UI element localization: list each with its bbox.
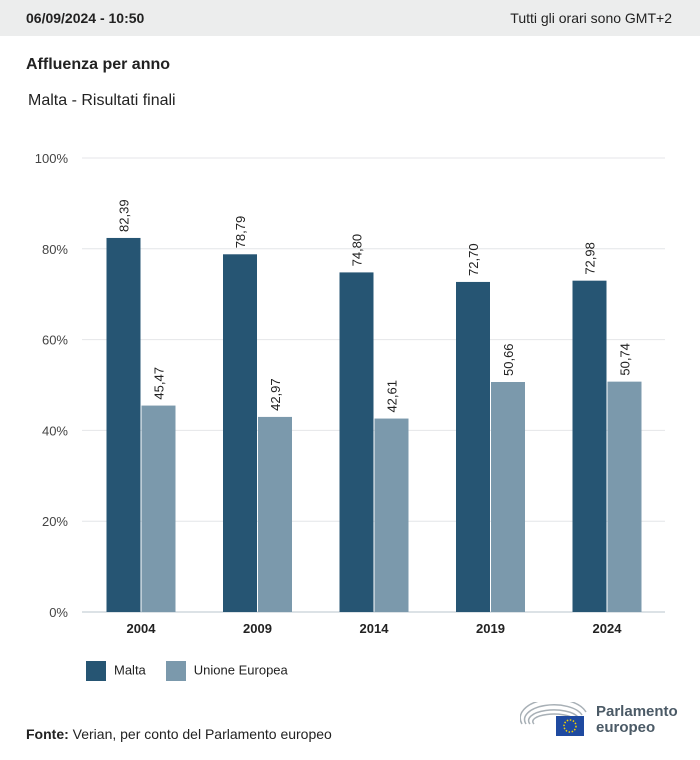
legend: Malta Unione Europea xyxy=(86,661,288,681)
chart-title: Affluenza per anno xyxy=(26,56,171,73)
y-tick-label: 80% xyxy=(42,242,68,257)
bar-eu-2004[interactable] xyxy=(141,405,176,612)
x-tick-label: 2014 xyxy=(360,621,390,636)
y-tick-label: 60% xyxy=(42,333,68,348)
timezone-note: Tutti gli orari sono GMT+2 xyxy=(510,10,672,26)
top-bar: 06/09/2024 - 10:50 Tutti gli orari sono … xyxy=(0,0,700,36)
legend-swatch xyxy=(165,661,186,681)
legend-label: Malta xyxy=(114,662,146,678)
data-label: 74,80 xyxy=(350,234,365,267)
source-label: Fonte: xyxy=(26,726,69,742)
bar-eu-2019[interactable] xyxy=(491,382,525,612)
data-label: 42,97 xyxy=(268,378,283,411)
x-tick-label: 2024 xyxy=(593,621,623,636)
bar-eu-2014[interactable] xyxy=(374,418,409,612)
data-label: 78,79 xyxy=(233,216,248,249)
x-tick-label: 2004 xyxy=(127,621,157,636)
legend-item-malta[interactable]: Malta xyxy=(86,661,146,681)
legend-swatch xyxy=(86,661,106,681)
y-tick-label: 40% xyxy=(42,423,68,438)
x-tick-label: 2009 xyxy=(243,621,272,636)
bar-malta-2019[interactable] xyxy=(456,281,490,612)
source-note: Fonte: Verian, per conto del Parlamento … xyxy=(26,726,332,742)
data-label: 72,98 xyxy=(583,242,598,275)
x-tick-label: 2019 xyxy=(476,621,505,636)
source-text: Verian, per conto del Parlamento europeo xyxy=(68,726,332,742)
bar-chart: 0% 20% 40% 60% 80% 100% 2004 82,39 45,47 2009 78,7… xyxy=(35,151,665,636)
legend-label: Unione Europea xyxy=(193,662,288,678)
data-label: 50,74 xyxy=(618,343,633,376)
data-label: 72,70 xyxy=(466,243,481,276)
data-label: 42,61 xyxy=(385,380,400,413)
hemicycle-eu-flag-icon xyxy=(520,702,587,736)
parliament-logo: Parlamento europeo xyxy=(520,702,678,738)
data-label: 45,47 xyxy=(152,367,167,400)
bar-malta-2009[interactable] xyxy=(223,254,257,612)
bar-eu-2009[interactable] xyxy=(258,416,292,612)
y-tick-label: 100% xyxy=(35,151,69,166)
legend-item-eu[interactable]: Unione Europea xyxy=(165,661,288,681)
bar-malta-2024[interactable] xyxy=(572,280,607,612)
bar-malta-2014[interactable] xyxy=(339,272,374,612)
logo-text: Parlamento xyxy=(596,703,678,720)
data-label: 82,39 xyxy=(117,199,132,232)
y-tick-label: 0% xyxy=(49,605,68,620)
datetime: 06/09/2024 - 10:50 xyxy=(26,10,145,26)
y-tick-label: 20% xyxy=(42,514,68,529)
bar-malta-2004[interactable] xyxy=(106,237,141,612)
data-label: 50,66 xyxy=(501,343,516,376)
logo-text: europeo xyxy=(596,719,656,736)
chart-subtitle: Malta - Risultati finali xyxy=(28,92,176,109)
bar-eu-2024[interactable] xyxy=(607,381,642,612)
